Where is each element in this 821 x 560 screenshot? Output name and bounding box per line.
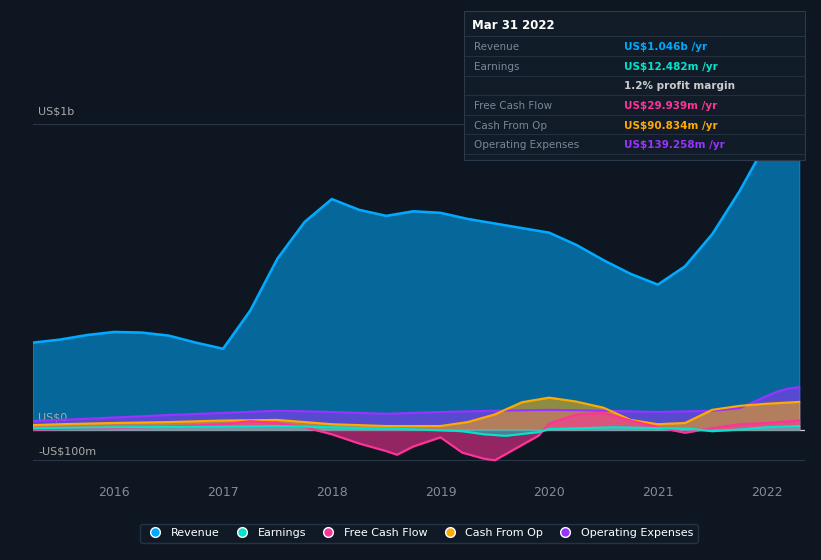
Text: 1.2% profit margin: 1.2% profit margin — [624, 81, 735, 91]
Text: Cash From Op: Cash From Op — [474, 120, 547, 130]
Text: US$0: US$0 — [39, 412, 67, 422]
Text: US$90.834m /yr: US$90.834m /yr — [624, 120, 718, 130]
Text: US$139.258m /yr: US$139.258m /yr — [624, 140, 725, 150]
Text: US$1.046b /yr: US$1.046b /yr — [624, 42, 707, 52]
Text: Earnings: Earnings — [474, 62, 519, 72]
Legend: Revenue, Earnings, Free Cash Flow, Cash From Op, Operating Expenses: Revenue, Earnings, Free Cash Flow, Cash … — [140, 524, 698, 543]
Text: Operating Expenses: Operating Expenses — [474, 140, 579, 150]
Text: US$1b: US$1b — [39, 106, 75, 116]
Text: -US$100m: -US$100m — [39, 446, 96, 456]
Text: Revenue: Revenue — [474, 42, 519, 52]
Text: US$12.482m /yr: US$12.482m /yr — [624, 62, 718, 72]
Text: Mar 31 2022: Mar 31 2022 — [472, 19, 555, 32]
Text: US$29.939m /yr: US$29.939m /yr — [624, 101, 718, 111]
Text: Free Cash Flow: Free Cash Flow — [474, 101, 552, 111]
